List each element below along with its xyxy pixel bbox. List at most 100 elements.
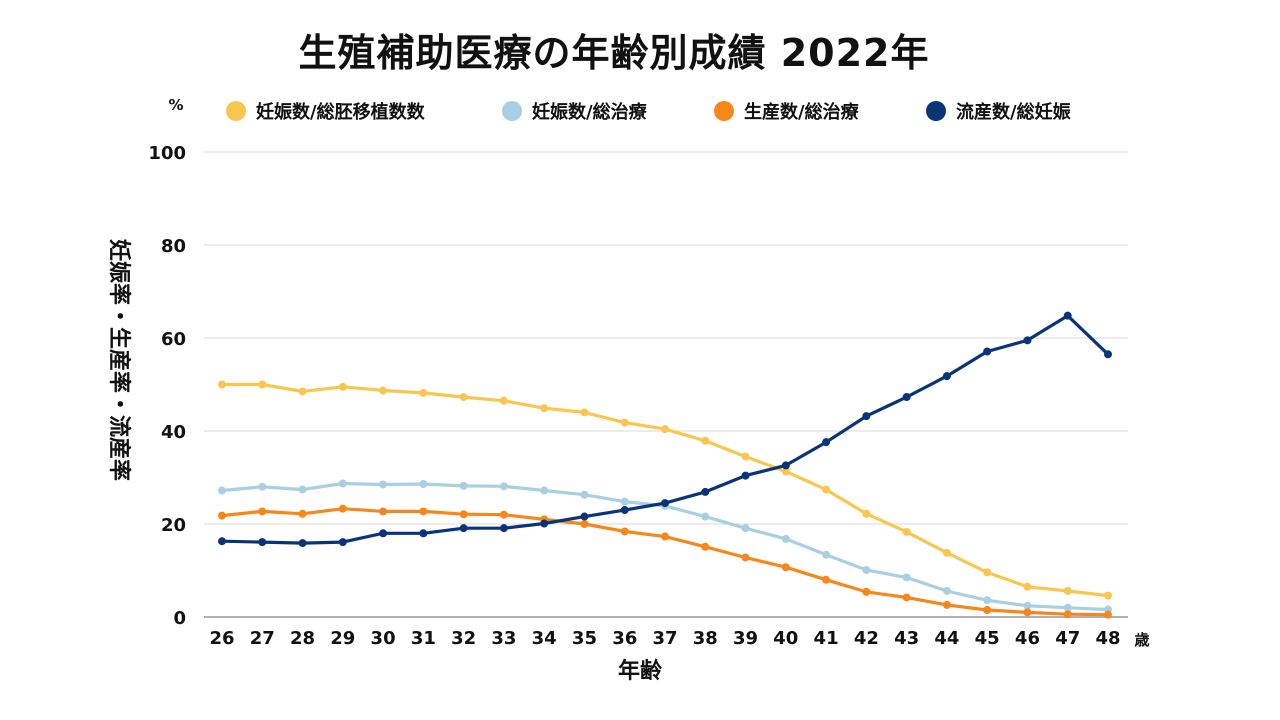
data-point (298, 539, 307, 548)
data-point (862, 587, 871, 596)
y-axis-ticks: 0 20 40 60 80 100 (148, 143, 186, 629)
legend-marker (502, 101, 522, 121)
data-point (741, 452, 750, 461)
x-tick-label: 37 (652, 628, 677, 649)
data-point (580, 408, 589, 417)
data-point (741, 471, 750, 480)
data-point (338, 479, 347, 488)
data-point (862, 412, 871, 421)
data-point (499, 510, 508, 519)
x-axis-title: 年齢 (618, 658, 663, 684)
x-tick-label: 48 (1095, 628, 1120, 649)
data-point (379, 529, 388, 538)
legend-item: 妊娠数/総胚移植数数 (226, 101, 426, 123)
data-point (661, 499, 669, 508)
y-tick-label: 0 (173, 608, 186, 629)
data-point (942, 586, 951, 595)
chart-title: 生殖補助医療の年齢別成績 2022年 (298, 31, 930, 75)
series-lines (218, 311, 1112, 619)
data-point (258, 538, 267, 547)
data-point (983, 568, 992, 577)
legend: 妊娠数/総胚移植数数 妊娠数/総治療 生産数/総治療 流産数/総妊娠 (226, 101, 1072, 123)
y-axis-title: 妊娠率・生産率・流産率 (106, 239, 132, 481)
data-point (218, 537, 226, 546)
data-point (580, 512, 589, 521)
data-point (218, 486, 226, 495)
x-tick-label: 40 (773, 628, 798, 649)
data-point (298, 387, 307, 396)
data-point (499, 396, 508, 405)
data-point (701, 512, 710, 521)
data-point (781, 534, 790, 543)
data-point (1104, 350, 1112, 359)
x-axis-unit: 歳 (1134, 631, 1149, 649)
data-point (459, 481, 468, 490)
data-point (419, 388, 428, 397)
data-point (983, 596, 992, 605)
legend-item: 妊娠数/総治療 (502, 101, 648, 123)
x-tick-label: 41 (814, 628, 839, 649)
series-line (220, 382, 1110, 598)
data-point (620, 497, 629, 506)
y-tick-label: 20 (161, 515, 186, 536)
data-point (661, 532, 669, 541)
data-point (1023, 336, 1032, 345)
data-point (620, 527, 629, 536)
data-point (781, 461, 790, 470)
data-point (218, 511, 226, 520)
data-point (338, 382, 347, 391)
x-tick-label: 28 (290, 628, 315, 649)
x-tick-label: 47 (1055, 628, 1080, 649)
data-point (419, 507, 428, 516)
series-3 (218, 504, 1112, 619)
data-point (258, 507, 267, 516)
x-tick-label: 35 (572, 628, 597, 649)
data-point (1023, 601, 1032, 610)
data-point (781, 563, 790, 572)
x-tick-label: 30 (371, 628, 396, 649)
x-tick-label: 27 (250, 628, 275, 649)
series-4 (218, 311, 1112, 548)
y-tick-label: 100 (148, 143, 186, 164)
legend-label: 妊娠数/総治療 (532, 101, 648, 123)
x-tick-label: 38 (693, 628, 718, 649)
legend-label: 妊娠数/総胚移植数数 (256, 101, 426, 123)
x-tick-label: 32 (451, 628, 476, 649)
legend-marker (714, 101, 734, 121)
data-point (338, 504, 347, 513)
series-1 (218, 380, 1112, 600)
data-point (942, 600, 951, 609)
y-axis-unit: % (168, 96, 183, 114)
x-tick-label: 36 (612, 628, 637, 649)
data-point (822, 438, 831, 447)
data-point (379, 480, 388, 489)
data-point (459, 524, 468, 533)
legend-marker (926, 101, 946, 121)
data-point (1063, 311, 1072, 320)
data-point (822, 550, 831, 559)
data-point (1023, 582, 1032, 591)
x-tick-label: 33 (491, 628, 516, 649)
data-point (499, 482, 508, 491)
x-tick-label: 46 (1015, 628, 1040, 649)
data-point (540, 486, 549, 495)
legend-marker (226, 101, 246, 121)
data-point (298, 485, 307, 494)
legend-label: 流産数/総妊娠 (956, 101, 1072, 123)
x-tick-label: 31 (411, 628, 436, 649)
data-point (419, 480, 428, 489)
data-point (741, 553, 750, 562)
data-point (661, 425, 669, 434)
x-tick-label: 29 (330, 628, 355, 649)
data-point (781, 467, 790, 476)
data-point (620, 418, 629, 427)
y-tick-label: 40 (161, 422, 186, 443)
data-point (983, 347, 992, 356)
data-point (298, 509, 307, 518)
data-point (1063, 610, 1072, 619)
data-point (338, 538, 347, 547)
x-axis-ticks: 26 27 28 29 30 31 32 33 34 35 36 37 38 39 40 41 42 43 44 45… (209, 628, 1120, 649)
data-point (459, 393, 468, 402)
data-point (499, 524, 508, 533)
data-point (379, 386, 388, 395)
